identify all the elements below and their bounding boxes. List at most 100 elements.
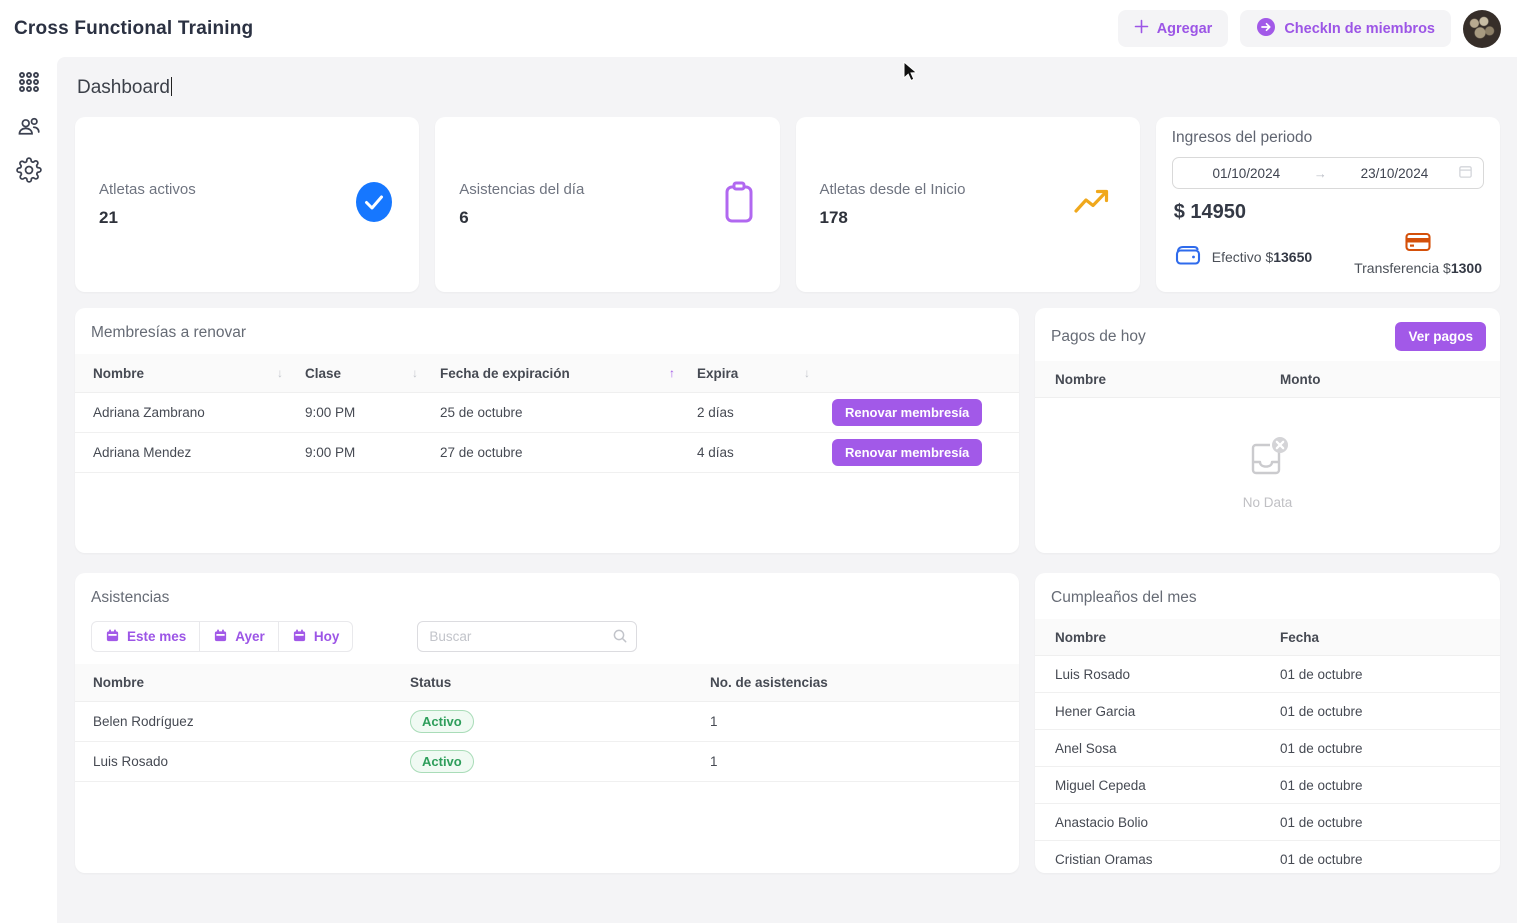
birthday-date: 01 de octubre bbox=[1280, 777, 1363, 793]
apps-grid-icon[interactable] bbox=[16, 69, 42, 95]
attendance-count: 1 bbox=[710, 714, 718, 729]
clipboard-icon bbox=[724, 180, 754, 229]
birthday-date: 01 de octubre bbox=[1280, 666, 1363, 682]
sort-desc-icon[interactable]: ↓ bbox=[804, 366, 810, 380]
checkin-button[interactable]: CheckIn de miembros bbox=[1240, 10, 1451, 47]
plus-icon bbox=[1134, 19, 1149, 38]
attendance-title: Asistencias bbox=[91, 589, 170, 606]
member-name: Adriana Zambrano bbox=[93, 405, 205, 420]
status-badge: Activo bbox=[410, 750, 474, 773]
calendar-icon bbox=[292, 628, 307, 646]
attendance-count: 1 bbox=[710, 754, 718, 769]
birthdays-title: Cumpleaños del mes bbox=[1051, 589, 1197, 606]
team-icon[interactable] bbox=[16, 113, 42, 139]
sort-desc-icon[interactable]: ↓ bbox=[277, 366, 283, 380]
no-data-label: No Data bbox=[1242, 495, 1293, 510]
memberships-table-header: Nombre ↓ Clase ↓ Fecha de expiración ↑ Expi… bbox=[75, 354, 1019, 393]
memberships-title: Membresías a renovar bbox=[91, 324, 247, 341]
stat-card-atletas-activos: Atletas activos 21 bbox=[75, 117, 420, 292]
check-circle-icon bbox=[355, 181, 393, 228]
range-arrow-icon: → bbox=[1313, 165, 1327, 181]
birthday-name: Anel Sosa bbox=[1055, 740, 1117, 756]
birthday-name: Hener Garcia bbox=[1055, 703, 1136, 719]
calendar-suffix-icon bbox=[1458, 164, 1473, 182]
date-from-value[interactable]: 01/10/2024 bbox=[1212, 165, 1281, 181]
text-caret bbox=[170, 77, 173, 96]
renew-membership-button[interactable]: Renovar membresía bbox=[832, 439, 983, 466]
payments-title: Pagos de hoy bbox=[1051, 327, 1146, 345]
birthday-date: 01 de octubre bbox=[1280, 703, 1363, 719]
stat-value: 178 bbox=[819, 208, 848, 227]
stat-value: 6 bbox=[459, 208, 469, 227]
column-header-nombre: Nombre bbox=[1055, 371, 1107, 387]
wallet-icon bbox=[1174, 243, 1202, 270]
user-avatar[interactable] bbox=[1463, 9, 1501, 48]
date-range-picker[interactable]: 01/10/2024 → 23/10/2024 bbox=[1171, 157, 1484, 189]
membership-row: Adriana Mendez 9:00 PM 27 de octubre 4 d… bbox=[75, 433, 1019, 473]
credit-card-icon bbox=[1404, 231, 1432, 256]
birthday-row: Anel Sosa 01 de octubre bbox=[1035, 730, 1500, 767]
attendance-panel: Asistencias Este mes Ayer Ho bbox=[75, 573, 1019, 873]
birthday-name: Anastacio Bolio bbox=[1055, 814, 1149, 830]
attendance-row: Luis Rosado Activo 1 bbox=[75, 742, 1019, 782]
column-header-nombre: Nombre bbox=[93, 675, 145, 690]
sort-asc-icon-active[interactable]: ↑ bbox=[669, 366, 675, 380]
filter-ayer-button[interactable]: Ayer bbox=[199, 621, 279, 652]
stat-label: Asistencias del día bbox=[459, 181, 585, 198]
birthday-row: Cristian Oramas 01 de octubre bbox=[1035, 841, 1500, 873]
checkin-button-label: CheckIn de miembros bbox=[1284, 20, 1435, 37]
column-header-nombre[interactable]: Nombre ↓ bbox=[93, 365, 283, 381]
stat-value: 21 bbox=[99, 208, 118, 227]
athlete-name: Luis Rosado bbox=[93, 754, 169, 769]
no-data-icon bbox=[1245, 436, 1291, 485]
birthday-name: Cristian Oramas bbox=[1055, 851, 1153, 867]
search-container bbox=[417, 621, 638, 652]
column-header-clase[interactable]: Clase ↓ bbox=[305, 365, 418, 381]
birthdays-panel: Cumpleaños del mes Nombre Fecha Luis Ros… bbox=[1035, 573, 1500, 873]
column-header-fecha-expiracion[interactable]: Fecha de expiración ↑ bbox=[440, 365, 675, 381]
stat-label: Atletas activos bbox=[99, 181, 196, 198]
attendance-row: Belen Rodríguez Activo 1 bbox=[75, 702, 1019, 742]
member-expiration-date: 25 de octubre bbox=[440, 405, 523, 420]
memberships-panel: Membresías a renovar Nombre ↓ Clase ↓ Fech… bbox=[75, 308, 1019, 553]
column-header-expira[interactable]: Expira ↓ bbox=[697, 365, 810, 381]
add-button[interactable]: Agregar bbox=[1117, 10, 1229, 47]
renew-membership-button[interactable]: Renovar membresía bbox=[832, 399, 983, 426]
stat-card-atletas-inicio: Atletas desde el Inicio 178 bbox=[795, 117, 1140, 292]
birthday-row: Luis Rosado 01 de octubre bbox=[1035, 656, 1500, 693]
member-expires-in: 2 días bbox=[697, 405, 734, 420]
date-to-value[interactable]: 23/10/2024 bbox=[1360, 165, 1429, 181]
stat-label: Atletas desde el Inicio bbox=[819, 181, 966, 198]
top-header: Cross Functional Training Agregar CheckI… bbox=[0, 0, 1517, 57]
membership-row: Adriana Zambrano 9:00 PM 25 de octubre 2… bbox=[75, 393, 1019, 433]
stats-row: Atletas activos 21 Asistencias del día 6 bbox=[75, 117, 1500, 292]
left-sidebar bbox=[0, 57, 57, 923]
settings-gear-icon[interactable] bbox=[15, 157, 42, 183]
column-header-fecha: Fecha bbox=[1280, 629, 1320, 645]
attendance-filters: Este mes Ayer Hoy bbox=[75, 619, 1019, 664]
athlete-name: Belen Rodríguez bbox=[93, 714, 194, 729]
cash-amount: 13650 bbox=[1273, 248, 1313, 265]
transfer-label: Transferencia $1300 bbox=[1354, 260, 1482, 276]
income-card: Ingresos del periodo 01/10/2024 → 23/10/… bbox=[1155, 117, 1500, 292]
calendar-icon bbox=[213, 628, 228, 646]
column-header-status: Status bbox=[410, 675, 452, 690]
calendar-icon bbox=[105, 628, 120, 646]
member-expiration-date: 27 de octubre bbox=[440, 445, 523, 460]
filter-hoy-button[interactable]: Hoy bbox=[277, 621, 354, 652]
cash-income: Efectivo $13650 bbox=[1174, 243, 1312, 276]
header-actions: Agregar CheckIn de miembros bbox=[1117, 9, 1501, 48]
birthday-name: Miguel Cepeda bbox=[1055, 777, 1146, 793]
sort-desc-icon[interactable]: ↓ bbox=[412, 366, 418, 380]
birthday-name: Luis Rosado bbox=[1055, 666, 1131, 682]
status-badge: Activo bbox=[410, 710, 474, 733]
view-payments-button[interactable]: Ver pagos bbox=[1395, 322, 1486, 351]
payments-panel: Pagos de hoy Ver pagos Nombre Monto bbox=[1035, 308, 1500, 553]
filter-este-mes-button[interactable]: Este mes bbox=[91, 621, 201, 652]
income-title: Ingresos del periodo bbox=[1171, 129, 1313, 146]
member-name: Adriana Mendez bbox=[93, 445, 192, 460]
app-title: Cross Functional Training bbox=[14, 17, 254, 39]
search-input[interactable] bbox=[417, 621, 638, 652]
birthday-row: Miguel Cepeda 01 de octubre bbox=[1035, 767, 1500, 804]
column-header-asistencias: No. de asistencias bbox=[710, 675, 828, 690]
